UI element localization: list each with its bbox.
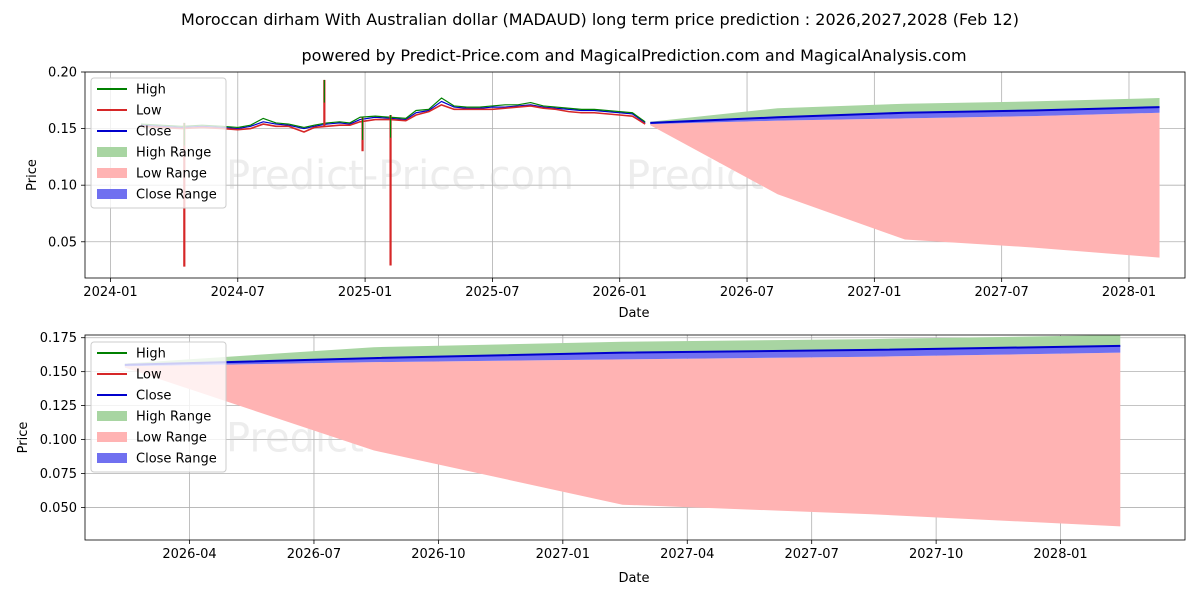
plot-area bbox=[124, 335, 1121, 527]
y-tick-label: 0.175 bbox=[40, 331, 77, 346]
legend: High Low Close High Range Low Range Close Ran… bbox=[90, 77, 227, 209]
legend-label: High Range bbox=[136, 410, 211, 425]
x-tick-label: 2026-07 bbox=[287, 547, 341, 562]
plot-area bbox=[140, 79, 1160, 267]
axes-frame bbox=[84, 334, 1186, 541]
x-tick-label: 2028-01 bbox=[1033, 547, 1087, 562]
top-chart-panel: Predict-Price.comPredict-Price.com2024-0… bbox=[25, 66, 1186, 321]
y-tick-label: 0.05 bbox=[48, 235, 77, 250]
x-tick-label: 2028-01 bbox=[1102, 285, 1156, 300]
history-high-line bbox=[140, 97, 646, 129]
legend-label: High bbox=[136, 347, 166, 362]
chart-subtitle: powered by Predict-Price.com and Magical… bbox=[301, 46, 966, 65]
x-tick-label: 2027-01 bbox=[847, 285, 901, 300]
x-tick-label: 2024-07 bbox=[211, 285, 265, 300]
y-tick-label: 0.20 bbox=[48, 66, 77, 81]
forecast-close-line bbox=[650, 106, 1160, 124]
y-tick-label: 0.15 bbox=[48, 122, 77, 137]
forecast-close-line bbox=[124, 344, 1121, 366]
x-tick-label: 2025-07 bbox=[465, 285, 519, 300]
y-axis-label: Price bbox=[25, 159, 40, 191]
history-close-line bbox=[140, 100, 646, 130]
legend-label: Low Range bbox=[136, 431, 207, 446]
x-tick-label: 2026-04 bbox=[162, 547, 216, 562]
legend-label: Close bbox=[136, 389, 171, 404]
y-tick-label: 0.050 bbox=[40, 501, 77, 516]
legend: High Low Close High Range Low Range Close Ran… bbox=[90, 341, 227, 473]
history-low-line bbox=[140, 104, 646, 133]
y-axis-label: Price bbox=[16, 422, 31, 454]
x-axis-label: Date bbox=[618, 306, 649, 321]
y-tick-label: 0.075 bbox=[40, 467, 77, 482]
legend-label: Close Range bbox=[136, 188, 217, 203]
legend-swatch-area bbox=[97, 411, 127, 421]
legend-label: High bbox=[136, 83, 166, 98]
watermark-text: Predict-Price.com bbox=[226, 153, 574, 199]
legend-label: Low bbox=[136, 104, 162, 119]
y-tick-label: 0.100 bbox=[40, 433, 77, 448]
legend-label: High Range bbox=[136, 146, 211, 161]
x-axis-label: Date bbox=[618, 571, 649, 586]
legend-swatch-area bbox=[97, 189, 127, 199]
y-tick-label: 0.10 bbox=[48, 179, 77, 194]
low-range-area bbox=[650, 112, 1160, 258]
axes-frame bbox=[84, 71, 1186, 279]
x-tick-label: 2027-07 bbox=[975, 285, 1029, 300]
bottom-chart-panel: Predict-Price.comPredict-Price.com2026-0… bbox=[16, 331, 1186, 586]
x-tick-label: 2026-07 bbox=[720, 285, 774, 300]
x-tick-label: 2027-04 bbox=[660, 547, 714, 562]
y-tick-label: 0.125 bbox=[40, 399, 77, 414]
legend-label: Low bbox=[136, 368, 162, 383]
x-tick-label: 2027-01 bbox=[536, 547, 590, 562]
chart-title: Moroccan dirham With Australian dollar (… bbox=[181, 10, 1019, 29]
x-tick-label: 2027-07 bbox=[785, 547, 839, 562]
x-tick-label: 2026-01 bbox=[593, 285, 647, 300]
legend-swatch-area bbox=[97, 432, 127, 442]
x-tick-label: 2025-01 bbox=[338, 285, 392, 300]
legend-label: Close bbox=[136, 125, 171, 140]
x-tick-label: 2026-10 bbox=[411, 547, 465, 562]
close-range-area bbox=[124, 345, 1121, 367]
x-tick-label: 2024-01 bbox=[83, 285, 137, 300]
legend-label: Low Range bbox=[136, 167, 207, 182]
legend-swatch-area bbox=[97, 453, 127, 463]
legend-swatch-area bbox=[97, 168, 127, 178]
legend-label: Close Range bbox=[136, 452, 217, 467]
legend-swatch-area bbox=[97, 147, 127, 157]
low-range-area bbox=[124, 352, 1121, 527]
x-tick-label: 2027-10 bbox=[909, 547, 963, 562]
y-tick-label: 0.150 bbox=[40, 365, 77, 380]
